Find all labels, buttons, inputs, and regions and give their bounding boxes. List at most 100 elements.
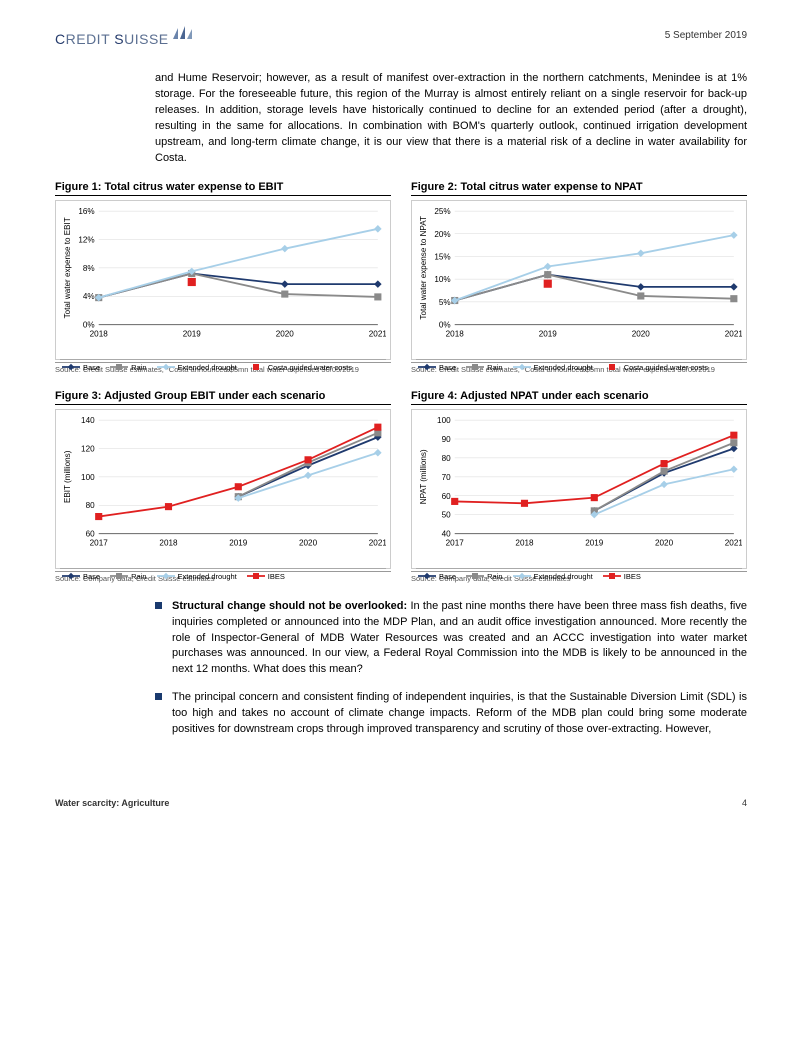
bullet-text: Structural change should not be overlook… [172, 599, 747, 679]
legend-label: Rain [131, 363, 146, 372]
legend-label: Base [83, 572, 100, 581]
legend-label: Costa guided water costs [268, 363, 352, 372]
svg-text:15%: 15% [434, 252, 450, 261]
svg-text:2020: 2020 [655, 538, 674, 547]
legend-swatch-icon [466, 363, 484, 371]
figure-2: Figure 2: Total citrus water expense to … [411, 181, 747, 388]
svg-text:2019: 2019 [539, 329, 558, 338]
legend-item: Rain [466, 363, 502, 372]
svg-text:20%: 20% [434, 229, 450, 238]
svg-text:2017: 2017 [446, 538, 465, 547]
legend-item: Extended drought [157, 363, 237, 372]
legend-label: Base [439, 363, 456, 372]
figures-row-1: Figure 1: Total citrus water expense to … [55, 181, 747, 388]
page-number: 4 [742, 798, 747, 808]
legend-swatch-icon [157, 363, 175, 371]
svg-text:2017: 2017 [90, 538, 109, 547]
svg-text:80: 80 [442, 454, 452, 463]
svg-text:0%: 0% [439, 320, 451, 329]
bullet-text: The principal concern and consistent fin… [172, 690, 747, 738]
bullet-item: Structural change should not be overlook… [155, 599, 747, 679]
svg-text:2021: 2021 [725, 329, 742, 338]
figure-title: Figure 3: Adjusted Group EBIT under each… [55, 390, 391, 405]
svg-text:16%: 16% [78, 207, 94, 216]
legend-item: Costa guided water costs [247, 363, 352, 372]
svg-text:2018: 2018 [159, 538, 178, 547]
svg-text:2018: 2018 [515, 538, 534, 547]
figure-1: Figure 1: Total citrus water expense to … [55, 181, 391, 388]
svg-text:8%: 8% [83, 264, 95, 273]
figure-title: Figure 2: Total citrus water expense to … [411, 181, 747, 196]
legend-label: IBES [268, 572, 285, 581]
legend-swatch-icon [603, 363, 621, 371]
legend-swatch-icon [62, 363, 80, 371]
chart-legend: Base Rain Extended drought IBES [60, 568, 386, 581]
legend-label: Extended drought [178, 572, 237, 581]
bullet-icon [155, 602, 162, 609]
chart-legend: Base Rain Extended drought Costa guided wat… [416, 359, 742, 372]
legend-label: Rain [487, 363, 502, 372]
svg-text:Total water expense to NPAT: Total water expense to NPAT [419, 216, 428, 320]
svg-text:25%: 25% [434, 207, 450, 216]
chart: 40506070809010020172018201920202021NPAT … [411, 409, 747, 569]
svg-text:120: 120 [81, 444, 95, 453]
svg-text:2018: 2018 [446, 329, 465, 338]
svg-text:0%: 0% [83, 320, 95, 329]
svg-text:60: 60 [442, 491, 452, 500]
svg-text:2021: 2021 [369, 329, 386, 338]
figure-4: Figure 4: Adjusted NPAT under each scena… [411, 390, 747, 597]
svg-text:NPAT (millions): NPAT (millions) [419, 449, 428, 504]
legend-item: Rain [466, 572, 502, 581]
figure-3: Figure 3: Adjusted Group EBIT under each… [55, 390, 391, 597]
svg-text:2020: 2020 [299, 538, 318, 547]
sails-icon [172, 26, 194, 43]
svg-text:70: 70 [442, 473, 452, 482]
legend-item: Rain [110, 572, 146, 581]
svg-text:12%: 12% [78, 235, 94, 244]
intro-paragraph: and Hume Reservoir; however, as a result… [155, 71, 747, 167]
figure-title: Figure 4: Adjusted NPAT under each scena… [411, 390, 747, 405]
legend-label: Base [83, 363, 100, 372]
chart: 0%5%10%15%20%25%2018201920202021Total wa… [411, 200, 747, 360]
svg-text:2019: 2019 [585, 538, 604, 547]
svg-text:40: 40 [442, 529, 452, 538]
svg-text:2018: 2018 [90, 329, 109, 338]
legend-item: Extended drought [513, 572, 593, 581]
chart: 608010012014020172018201920202021EBIT (m… [55, 409, 391, 569]
svg-text:Total water expense to EBIT: Total water expense to EBIT [63, 217, 72, 318]
legend-item: Base [418, 572, 456, 581]
bullet-item: The principal concern and consistent fin… [155, 690, 747, 738]
legend-label: Costa guided water costs [624, 363, 708, 372]
page-header: CREDIT SUISSE 5 September 2019 [55, 30, 747, 47]
legend-item: IBES [603, 572, 641, 581]
legend-swatch-icon [513, 363, 531, 371]
legend-label: Extended drought [534, 363, 593, 372]
legend-label: Extended drought [534, 572, 593, 581]
legend-item: Base [62, 363, 100, 372]
svg-text:140: 140 [81, 416, 95, 425]
legend-item: Rain [110, 363, 146, 372]
legend-item: Base [62, 572, 100, 581]
bullet-icon [155, 693, 162, 700]
svg-text:4%: 4% [83, 292, 95, 301]
legend-label: IBES [624, 572, 641, 581]
chart-legend: Base Rain Extended drought Costa guided wat… [60, 359, 386, 372]
legend-label: Extended drought [178, 363, 237, 372]
svg-text:90: 90 [442, 435, 452, 444]
legend-swatch-icon [247, 363, 265, 371]
figures-row-2: Figure 3: Adjusted Group EBIT under each… [55, 390, 747, 597]
chart: 0%4%8%12%16%2018201920202021Total water … [55, 200, 391, 360]
bullet-list: Structural change should not be overlook… [155, 599, 747, 739]
legend-item: Base [418, 363, 456, 372]
footer-title: Water scarcity: Agriculture [55, 798, 169, 808]
svg-text:EBIT (millions): EBIT (millions) [63, 450, 72, 503]
legend-label: Base [439, 572, 456, 581]
logo-text: CREDIT SUISSE [55, 31, 169, 47]
svg-text:100: 100 [437, 416, 451, 425]
svg-text:2021: 2021 [725, 538, 742, 547]
page-footer: Water scarcity: Agriculture 4 [55, 798, 747, 808]
svg-text:2020: 2020 [632, 329, 651, 338]
legend-item: Extended drought [157, 572, 237, 581]
legend-swatch-icon [603, 572, 621, 580]
svg-text:2020: 2020 [276, 329, 295, 338]
